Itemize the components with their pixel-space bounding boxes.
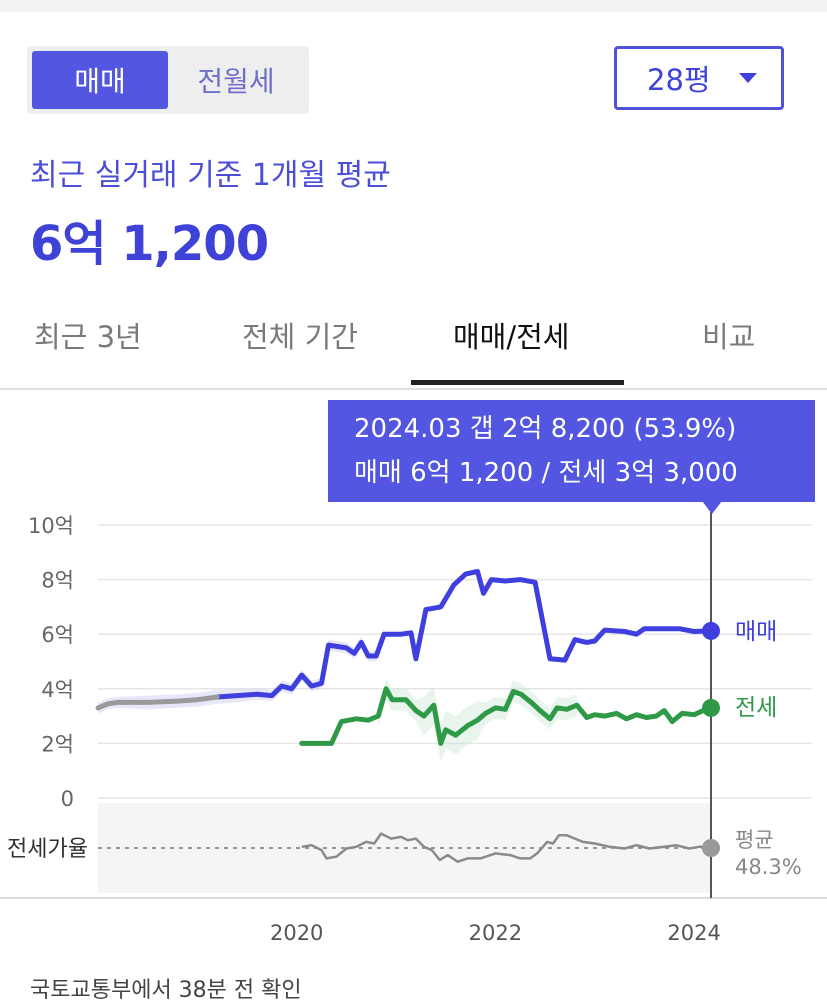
- jeonse-end-marker[interactable]: [702, 698, 720, 717]
- trade-type-toggle: 매매 전월세: [27, 46, 309, 114]
- active-tab-indicator: [411, 380, 624, 385]
- tooltip-line-2: 매매 6억 1,200 / 전세 3억 3,000: [354, 458, 738, 488]
- sale-end-marker[interactable]: [702, 621, 720, 640]
- area-select-value: 28평: [647, 63, 711, 97]
- x-tick-label: 2022: [469, 921, 522, 945]
- sale-series-line[interactable]: [214, 568, 712, 700]
- ratio-axis-label: 전세가율: [7, 837, 88, 862]
- tooltip-line-1: 2024.03 갭 2억 8,200 (53.9%): [354, 414, 737, 444]
- tab-recent-3y[interactable]: 최근 3년: [34, 320, 142, 354]
- chart-tooltip: 2024.03 갭 2억 8,200 (53.9%) 매매 6억 1,200 /…: [328, 400, 815, 502]
- sale-history-line: [95, 694, 220, 711]
- average-price: 6억 1,200: [30, 216, 269, 272]
- top-divider: [0, 0, 827, 12]
- price-caption: 최근 실거래 기준 1개월 평균: [30, 158, 391, 193]
- x-tick-label: 2020: [270, 921, 323, 945]
- ratio-legend-label: 평균: [735, 828, 774, 852]
- sale-toggle-button[interactable]: 매매: [32, 51, 168, 109]
- y-tick-label: 10억: [28, 514, 74, 538]
- ratio-average-value: 48.3%: [735, 855, 802, 879]
- period-tabs: 최근 3년 전체 기간 매매/전세 비교: [0, 300, 827, 390]
- jeonse-series-line[interactable]: [299, 686, 712, 746]
- ratio-end-marker[interactable]: [702, 839, 720, 857]
- rent-toggle-button[interactable]: 전월세: [197, 65, 275, 98]
- tab-compare[interactable]: 비교: [702, 320, 756, 354]
- tooltip-arrow: [702, 501, 722, 514]
- jeonse-legend-label: 전세: [735, 695, 777, 721]
- area-select[interactable]: 28평: [614, 46, 784, 110]
- y-tick-label: 2억: [41, 732, 74, 756]
- y-tick-label: 0: [61, 787, 74, 811]
- x-tick-label: 2024: [667, 921, 720, 945]
- y-tick-label: 6억: [41, 623, 74, 647]
- caret-down-icon: [739, 73, 757, 83]
- ratio-series-line[interactable]: [301, 832, 709, 863]
- data-source-note: 국토교통부에서 38분 전 확인: [30, 978, 302, 1003]
- sale-legend-label: 매매: [735, 619, 777, 645]
- tab-all-period[interactable]: 전체 기간: [242, 320, 358, 354]
- y-tick-label: 4억: [41, 678, 74, 702]
- y-tick-label: 8억: [41, 569, 74, 593]
- tab-sale-jeonse[interactable]: 매매/전세: [453, 320, 570, 354]
